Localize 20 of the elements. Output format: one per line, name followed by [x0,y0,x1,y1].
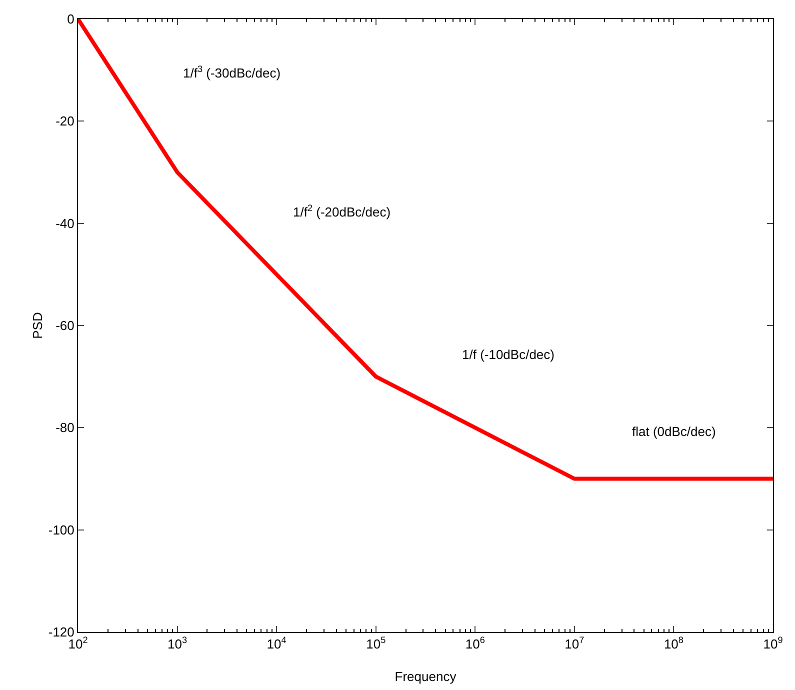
x-tick-label: 10$^{6}$ [465,635,485,652]
x-axis-title: Frequency [394,669,457,684]
x-tick-label: 10$^{8}$ [664,635,684,652]
annotation: 1/f (-10dBc/dec) [462,347,554,362]
x-tick-label: 10$^{5}$ [366,635,386,652]
y-tick-label: -100 [48,522,74,538]
annotation: 1/f$^{2}$ (-20dBc/dec) [293,203,391,220]
x-tick-label: 10$^{9}$ [763,635,783,652]
y-tick-label: -40 [56,216,74,231]
y-tick-label: 0 [67,12,74,27]
x-tick-label: 10$^{3}$ [168,635,188,652]
annotation: flat (0dBc/dec) [632,424,716,439]
y-tick-label: -60 [56,318,74,334]
y-tick-label: -80 [56,420,74,436]
y-tick-label: -20 [56,114,74,129]
annotation: 1/f$^{3}$ (-30dBc/dec) [183,64,281,80]
x-tick-label: 10$^{4}$ [266,635,286,652]
x-tick-label: 10$^{7}$ [564,635,584,652]
y-tick-label: -120 [48,624,74,640]
y-axis-title: PSD [30,312,45,339]
